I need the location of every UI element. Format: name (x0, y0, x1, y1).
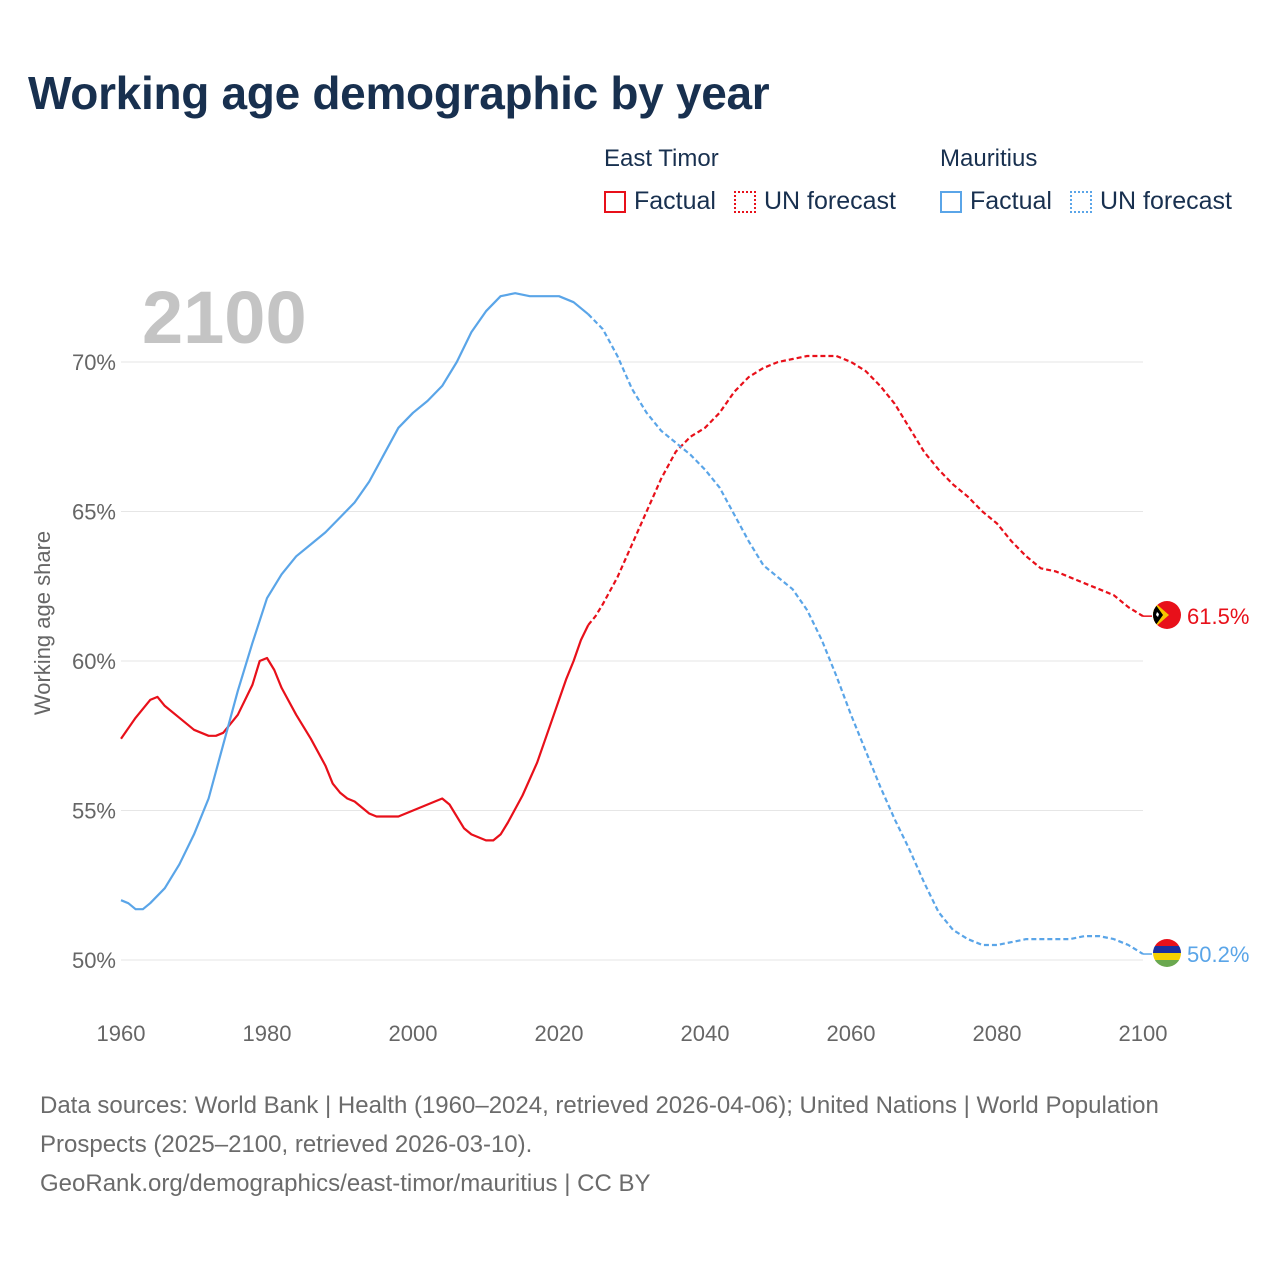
east-timor-end-label: 61.5% (1187, 604, 1249, 629)
y-tick-label: 65% (72, 500, 116, 525)
x-tick-label: 2100 (1119, 1021, 1168, 1046)
east-timor-flag-icon (1153, 601, 1181, 629)
y-tick-label: 50% (72, 948, 116, 973)
mauritius-factual-line (120, 292, 589, 911)
label-layer: 2100 50% 55% 60% 65% 70% 1960 1980 2000 2020 2040 2… (30, 276, 1249, 1046)
source-line-1: Data sources: World Bank | Health (1960–… (40, 1092, 1159, 1158)
x-tick-label: 1960 (97, 1021, 146, 1046)
legend-mauritius-forecast-label: UN forecast (1099, 187, 1232, 215)
chart-title: Working age demographic by year (28, 67, 770, 119)
y-tick-label: 55% (72, 799, 116, 824)
legend-east-timor-forecast-label: UN forecast (763, 187, 896, 215)
line-chart: 2100 50% 55% 60% 65% 70% 1960 1980 2000 2020 2040 2… (30, 276, 1249, 1046)
legend-mauritius-forecast[interactable]: UN forecast (1069, 187, 1232, 216)
east-timor-forecast-line (587, 354, 1144, 626)
east-timor-factual-line (120, 624, 590, 842)
y-tick-label: 70% (72, 350, 116, 375)
legend-swatch-dotted-blue (1069, 190, 1092, 213)
x-tick-label: 2000 (389, 1021, 438, 1046)
legend-swatch-solid-red (604, 190, 626, 213)
x-tick-label: 2040 (681, 1021, 730, 1046)
legend-east-timor: East Timor Factual UN forecast (604, 145, 914, 216)
x-tick-label: 1980 (243, 1021, 292, 1046)
source-line-2[interactable]: GeoRank.org/demographics/east-timor/maur… (40, 1170, 651, 1197)
series-layer (120, 292, 1152, 955)
legend-east-timor-factual-label: Factual (634, 187, 716, 215)
x-tick-label: 2060 (827, 1021, 876, 1046)
y-axis-label: Working age share (30, 531, 55, 715)
legend-mauritius-factual[interactable]: Factual (940, 187, 1052, 216)
mauritius-end-label: 50.2% (1187, 942, 1249, 967)
mauritius-forecast-line (587, 313, 1144, 955)
grid-layer (121, 361, 1143, 961)
legend-mauritius-factual-label: Factual (970, 187, 1052, 215)
x-tick-label: 2080 (973, 1021, 1022, 1046)
legend-mauritius: Mauritius Factual UN forecast (940, 145, 1250, 216)
year-watermark: 2100 (142, 276, 307, 359)
y-tick-label: 60% (72, 649, 116, 674)
legend-swatch-solid-blue (940, 190, 962, 213)
x-tick-label: 2020 (535, 1021, 584, 1046)
legend-east-timor-factual[interactable]: Factual (604, 187, 716, 216)
legend-swatch-dotted-red (733, 190, 756, 213)
legend-east-timor-title: East Timor (604, 145, 719, 172)
legend-east-timor-forecast[interactable]: UN forecast (733, 187, 896, 216)
legend-mauritius-title: Mauritius (940, 145, 1038, 172)
source-note: Data sources: World Bank | Health (1960–… (40, 1086, 1200, 1203)
mauritius-flag-icon (1153, 939, 1181, 967)
